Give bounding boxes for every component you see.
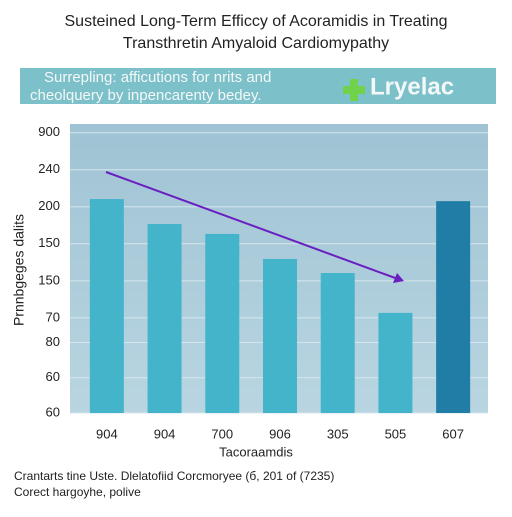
footnote: Crantarts tine Uste. Dlelatofiid Corcmor…	[14, 469, 334, 483]
y-tick-label: 80	[46, 334, 60, 349]
chart-title: Susteined Long-Term Efficcy of Acoramidi…	[65, 13, 448, 30]
y-axis-title: Prnnbgeges dalits	[11, 214, 27, 326]
bar	[320, 273, 355, 413]
marks: 60 60 80 70 150 150 200 240 900 904 904 700 906 305 50…	[38, 124, 488, 441]
y-tick-label: 60	[46, 369, 60, 384]
y-tick-label: 150	[38, 235, 60, 250]
trend-arrow	[105, 171, 399, 280]
bar	[205, 233, 240, 413]
x-axis-title: Tacoraamdis	[219, 444, 293, 459]
x-tick-label: 906	[269, 426, 291, 441]
x-tick-label: 505	[385, 426, 407, 441]
y-tick-label: 150	[38, 272, 60, 287]
x-tick-label: 305	[327, 426, 349, 441]
y-tick-label: 200	[38, 198, 60, 213]
x-tick-label: 607	[442, 426, 464, 441]
bar	[378, 312, 413, 413]
x-tick-label: 904	[154, 426, 176, 441]
y-tick-label: 70	[46, 309, 60, 324]
banner-text: cheolquery by inpencarenty bedey.	[30, 87, 262, 104]
bar	[436, 201, 471, 413]
chart-title: Transthretin Amyaloid Cardiomypathy	[123, 35, 389, 52]
y-tick-label: 60	[46, 404, 60, 419]
arrow-head	[393, 273, 404, 283]
bar	[263, 258, 297, 413]
bar	[147, 224, 182, 413]
x-tick-label: 904	[96, 426, 118, 441]
x-tick-label: 700	[211, 426, 233, 441]
banner-text: Surrepling: afficutions for nrits and	[44, 69, 271, 86]
logo-icon	[343, 79, 365, 101]
y-tick-label: 240	[38, 161, 60, 176]
footnote: Corect hargoyhe, polive	[14, 485, 141, 499]
bar	[89, 199, 124, 413]
y-tick-label: 900	[38, 124, 60, 139]
logo: Lryelac	[370, 73, 454, 100]
banner	[20, 68, 496, 104]
